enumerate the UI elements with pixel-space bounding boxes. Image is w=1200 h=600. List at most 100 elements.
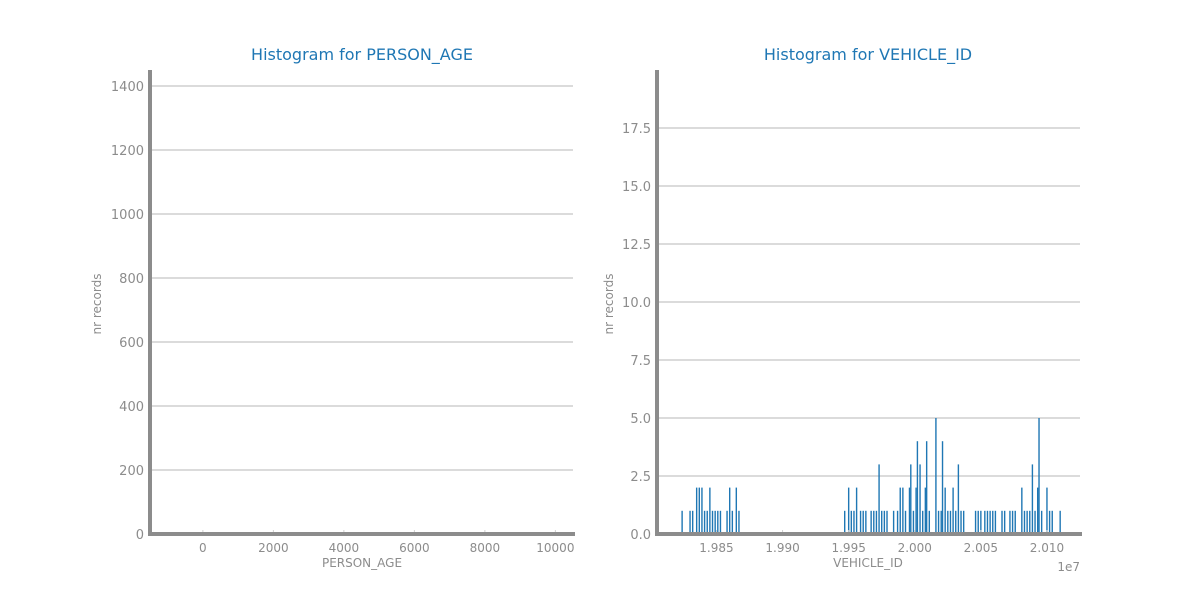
histogram-bar [1040,510,1043,534]
histogram-bar [1003,510,1006,534]
y-tick-label: 1400 [111,80,144,95]
histogram-bar [947,510,949,534]
y-tick-label: 200 [119,464,144,479]
histogram-bar [855,487,858,534]
x-tick-label: 1.990 [765,541,799,555]
histogram-bar [719,510,722,534]
y-tick-label: 15.0 [622,180,651,195]
histogram-bar [977,510,979,534]
histogram-bar [1021,487,1023,534]
x-tick-label: 10000 [536,541,574,555]
histogram-bar [878,464,880,534]
histogram-bar [1038,418,1040,534]
histogram-bar [1011,510,1014,534]
y-tick-label: 400 [119,400,144,415]
histogram-bar [731,510,734,534]
histogram-bar [989,510,991,534]
x-offset-label: 1e7 [1057,560,1080,574]
histogram-bar [695,487,698,534]
y-tick-label: 12.5 [622,238,651,253]
histogram-bar [1046,487,1048,534]
histogram-bar [729,487,731,534]
histogram-bar [875,510,878,534]
histogram-bar [957,464,960,534]
person-age-histogram: 0 2000 4000 6000 8000 10000 0 200 400 600 800 1000… [90,45,575,570]
x-tick-label: 6000 [399,541,430,555]
histogram-bar [726,510,728,534]
y-tick-label: 10.0 [622,296,651,311]
y-axis-label: nr records [602,274,616,335]
histogram-bar [873,510,875,534]
histogram-bar [1009,510,1011,534]
histogram-bar [952,487,954,534]
histogram-bar [886,510,888,534]
x-ticks: 0 2000 4000 6000 8000 10000 [199,530,574,555]
histogram-bar [883,510,886,534]
histogram-bar [1051,510,1053,534]
y-tick-label: 17.5 [622,122,651,137]
histogram-bar [862,510,864,534]
x-tick-label: 2000 [258,541,289,555]
y-tick-label: 0 [136,528,144,543]
histogram-bar [915,487,917,534]
histogram-bar [859,510,862,534]
histogram-bar [850,510,853,534]
y-tick-label: 5.0 [630,412,651,427]
chart-title: Histogram for VEHICLE_ID [764,45,972,65]
x-tick-label: 0 [199,541,207,555]
histogram-bar [921,510,924,534]
histogram-bar [1048,510,1051,534]
histogram-bar [984,510,986,534]
y-tick-label: 1000 [111,208,144,223]
x-axis-label: VEHICLE_ID [833,556,903,570]
histogram-bar [992,510,994,534]
x-tick-label: 8000 [470,541,501,555]
y-tick-label: 1200 [111,144,144,159]
histogram-bar [691,510,694,534]
histogram-bar [941,441,944,534]
x-tick-label: 2.010 [1030,541,1064,555]
histogram-bar [962,510,965,534]
histogram-bar [908,487,911,534]
y-tick-label: 2.5 [630,470,651,485]
histogram-bar [847,487,850,534]
x-tick-label: 1.995 [831,541,865,555]
y-grid [150,85,573,471]
histogram-bar [844,510,846,534]
histogram-bar [1029,510,1031,534]
histogram-bar [925,441,928,534]
bars [681,418,1061,534]
x-axis-label: PERSON_AGE [322,556,402,570]
x-tick-label: 2.005 [964,541,998,555]
histogram-bar [919,464,921,534]
histogram-bar [912,510,915,534]
histogram-bar [902,487,904,534]
histogram-bar [935,418,937,534]
histogram-bar [928,510,931,534]
y-ticks: 0.0 2.5 5.0 7.5 10.0 12.5 15.0 17.5 [622,122,651,543]
histogram-bar [703,510,706,534]
y-ticks: 0 200 400 600 800 1000 1200 1400 [111,80,144,543]
histogram-bar [949,510,952,534]
histogram-bar [717,510,719,534]
histogram-bar [940,510,942,534]
histogram-bar [706,510,708,534]
chart-title: Histogram for PERSON_AGE [251,45,473,65]
histogram-bar [681,510,683,534]
histogram-bar [960,510,962,534]
histogram-bar [937,510,940,534]
histogram-bar [714,510,716,534]
histogram-bar [689,510,691,534]
histogram-bar [1031,464,1034,534]
histogram-bar [698,487,700,534]
histogram-bar [701,487,703,534]
histogram-bar [924,487,927,534]
histogram-bar [892,510,895,534]
y-tick-label: 800 [119,272,144,287]
y-tick-label: 0.0 [630,528,651,543]
y-tick-label: 7.5 [630,354,651,369]
histogram-bar [986,510,989,534]
histogram-bar [944,487,946,534]
histogram-bar [994,510,997,534]
histogram-bar [980,510,982,534]
